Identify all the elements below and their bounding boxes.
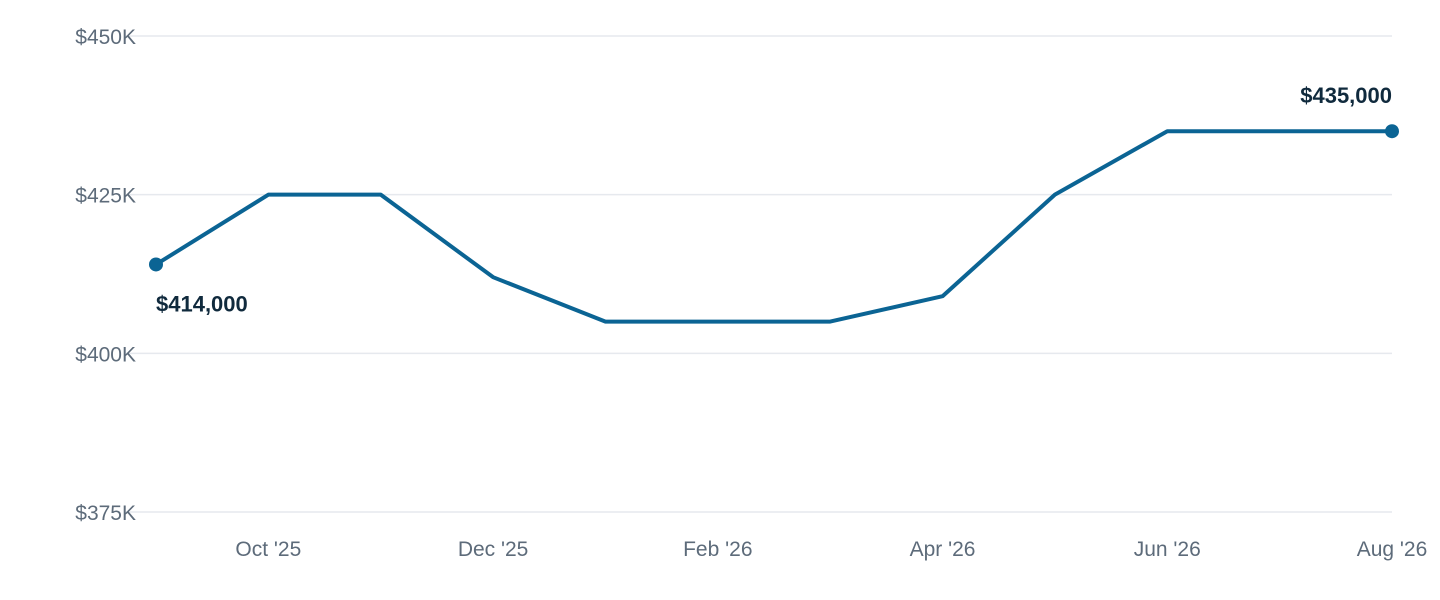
series-line	[154, 129, 1394, 324]
x-tick-label: Jun '26	[1134, 538, 1201, 561]
x-tick-label: Aug '26	[1357, 538, 1428, 561]
data-label: $435,000	[1300, 83, 1392, 108]
gridlines	[126, 35, 1392, 513]
y-tick-label: $400K	[75, 343, 136, 366]
data-point-marker	[1385, 124, 1399, 139]
y-tick-label: $375K	[75, 502, 136, 525]
x-tick-label: Feb '26	[683, 538, 752, 561]
data-label: $414,000	[156, 291, 248, 316]
data-point-marker	[149, 257, 163, 272]
y-axis: $375K $400K $425K $450K	[75, 26, 136, 525]
x-tick-label: Apr '26	[910, 538, 976, 561]
x-axis: Oct '25 Dec '25 Feb '26 Apr '26 Jun '26 Aug '…	[235, 538, 1427, 561]
series-layer	[149, 124, 1399, 324]
y-tick-label: $425K	[75, 185, 136, 208]
x-tick-label: Dec '25	[458, 538, 529, 561]
y-tick-label: $450K	[75, 26, 136, 49]
x-tick-label: Oct '25	[235, 538, 301, 561]
data-labels: $414,000 $435,000	[156, 83, 1392, 316]
